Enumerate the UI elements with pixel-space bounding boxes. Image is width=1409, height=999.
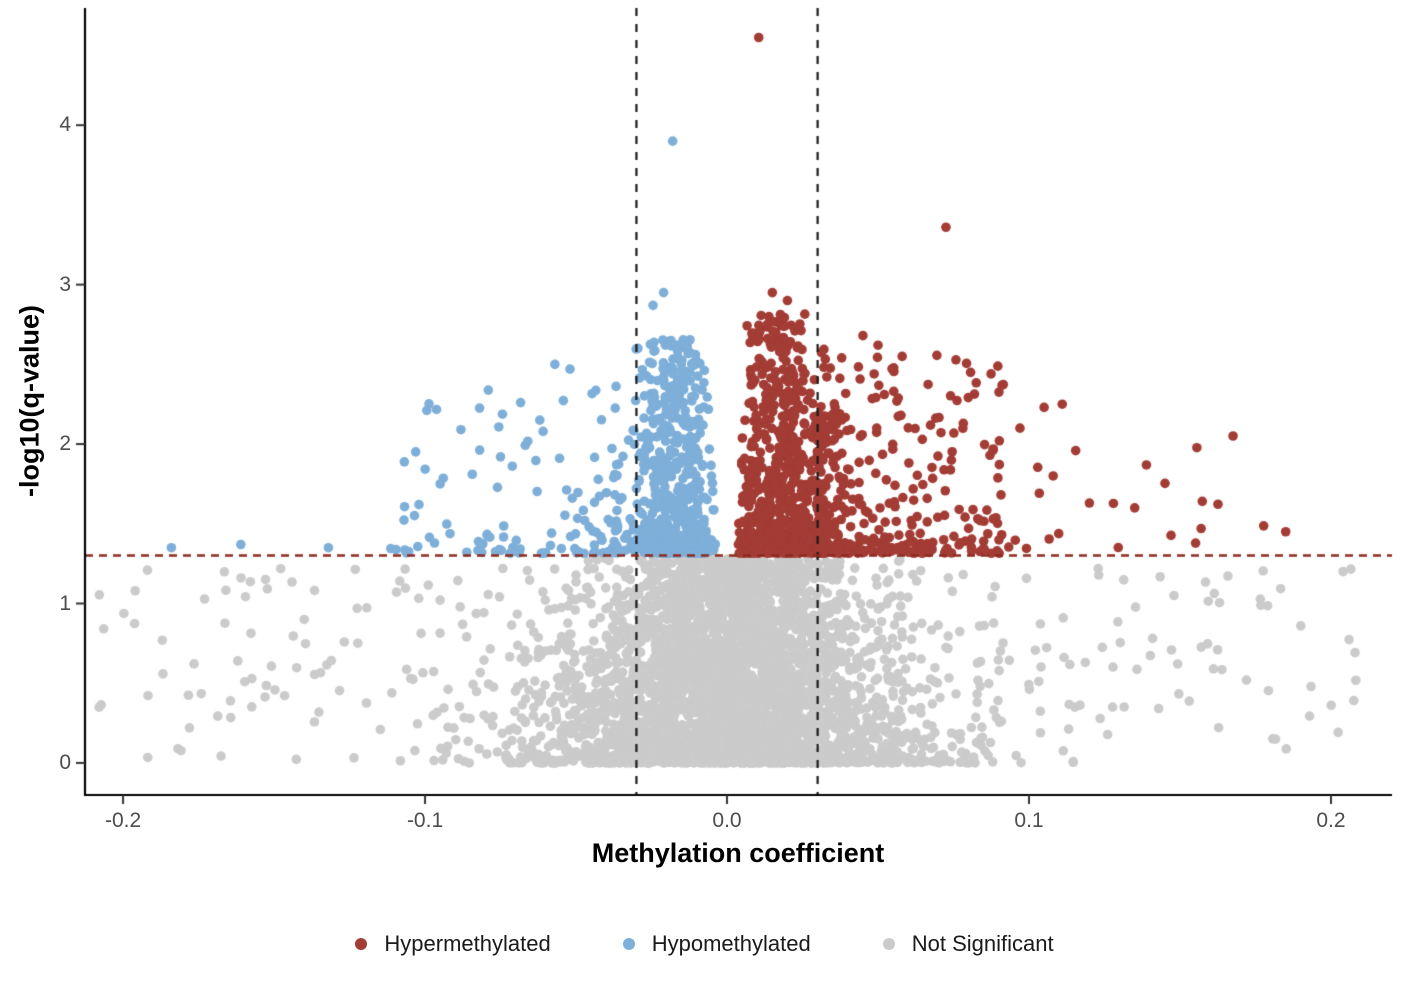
y-tick-label: 1 [59,591,71,615]
x-tick-label: -0.2 [104,809,142,832]
y-axis-title: -log10(q-value) [14,304,45,498]
legend-entry-hypomethylated: Hypomethylated [622,931,811,957]
hypermethylated-dot-icon [355,938,368,950]
legend-label-hypermethylated: Hypermethylated [384,931,551,956]
legend-label-not-significant: Not Significant [911,931,1054,956]
x-tick-label: 0.0 [712,809,742,832]
x-tick-label: 0.2 [1316,809,1346,832]
legend: Hypermethylated Hypomethylated Not Signi… [0,922,1409,966]
x-tick-label: -0.1 [406,809,444,832]
y-tick-label: 0 [59,750,71,774]
x-axis-title: Methylation coefficient [591,838,885,868]
y-tick-label: 4 [59,113,71,137]
legend-entry-not-significant: Not Significant [882,931,1054,957]
not-significant-dot-icon [882,938,895,950]
x-tick-label: 0.1 [1014,809,1044,832]
hypomethylated-dot-icon [622,938,635,950]
y-tick-label: 3 [59,272,71,296]
y-tick-label: 2 [59,432,71,456]
legend-label-hypomethylated: Hypomethylated [651,931,811,956]
legend-entry-hypermethylated: Hypermethylated [355,931,551,957]
